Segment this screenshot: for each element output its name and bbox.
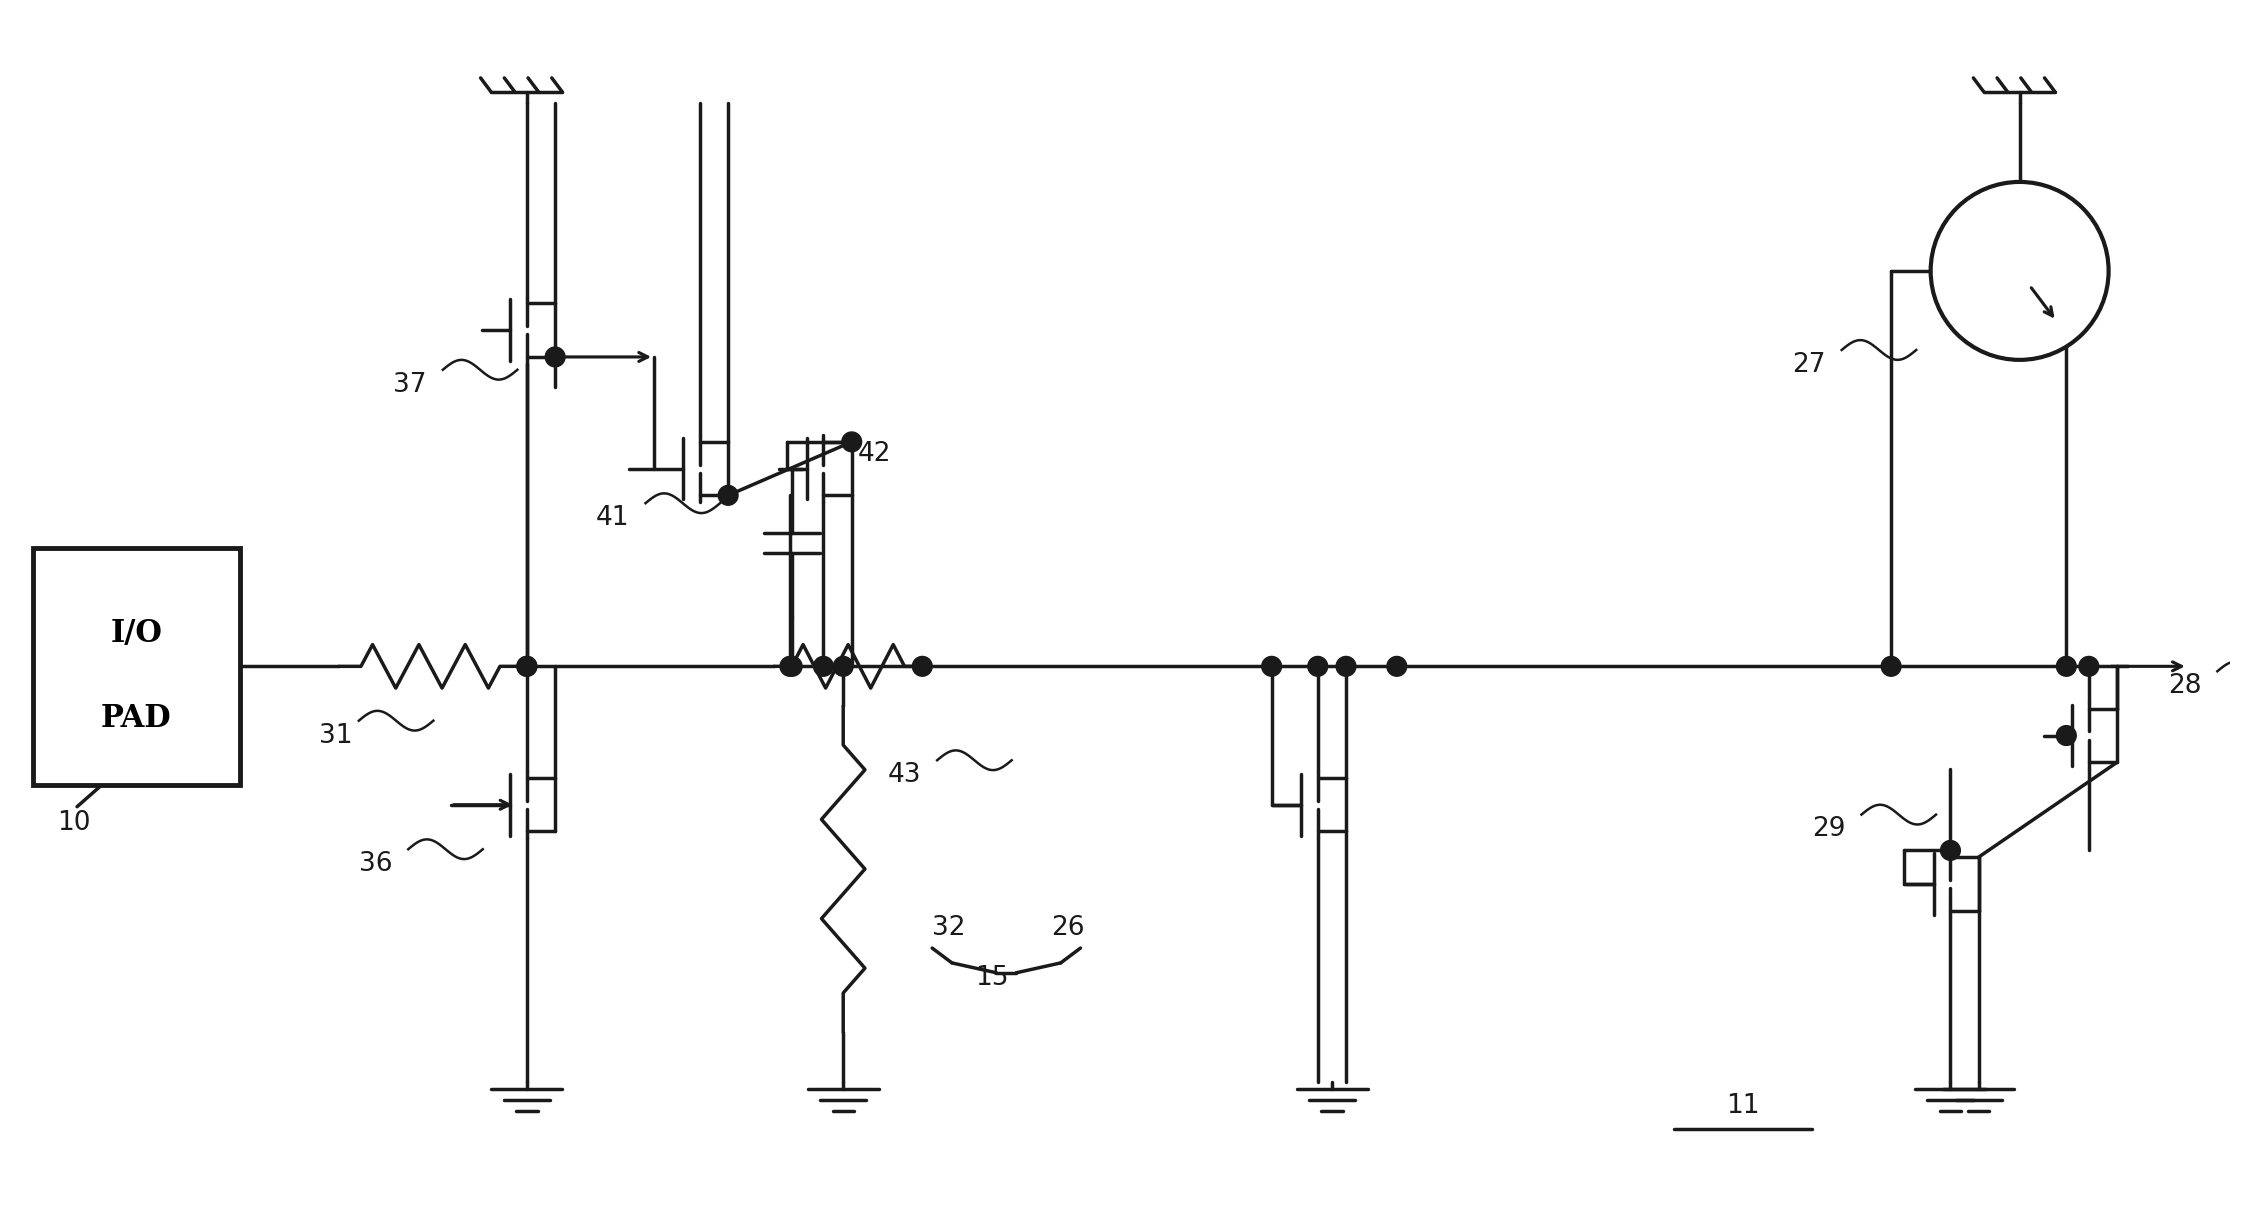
Circle shape [2057,725,2077,746]
Circle shape [1931,181,2108,360]
Text: 43: 43 [888,762,922,789]
Circle shape [2057,656,2077,677]
Text: 36: 36 [359,851,393,877]
Circle shape [718,486,738,505]
Circle shape [1263,656,1281,677]
Text: 10: 10 [58,809,90,836]
Text: 42: 42 [859,441,890,467]
Circle shape [1940,841,1960,860]
Text: 31: 31 [319,723,352,748]
Circle shape [834,656,852,677]
FancyBboxPatch shape [34,548,240,785]
Text: 32: 32 [933,915,967,941]
Text: 27: 27 [1792,352,1826,377]
Text: I/O: I/O [110,617,161,649]
Circle shape [841,432,861,452]
Text: PAD: PAD [101,703,173,734]
Circle shape [1308,656,1328,677]
Circle shape [913,656,933,677]
Circle shape [1386,656,1406,677]
Circle shape [516,656,536,677]
Circle shape [545,347,565,366]
Circle shape [783,656,803,677]
Circle shape [1882,656,1902,677]
Text: 41: 41 [597,505,630,531]
Text: 11: 11 [1727,1093,1759,1120]
Circle shape [781,656,801,677]
Text: 28: 28 [2169,673,2200,699]
Circle shape [516,656,536,677]
Text: 37: 37 [393,371,426,398]
Text: 15: 15 [976,965,1009,991]
Circle shape [1337,656,1357,677]
Text: 26: 26 [1050,915,1083,941]
Circle shape [2079,656,2099,677]
Text: 29: 29 [1812,817,1846,842]
Circle shape [814,656,834,677]
